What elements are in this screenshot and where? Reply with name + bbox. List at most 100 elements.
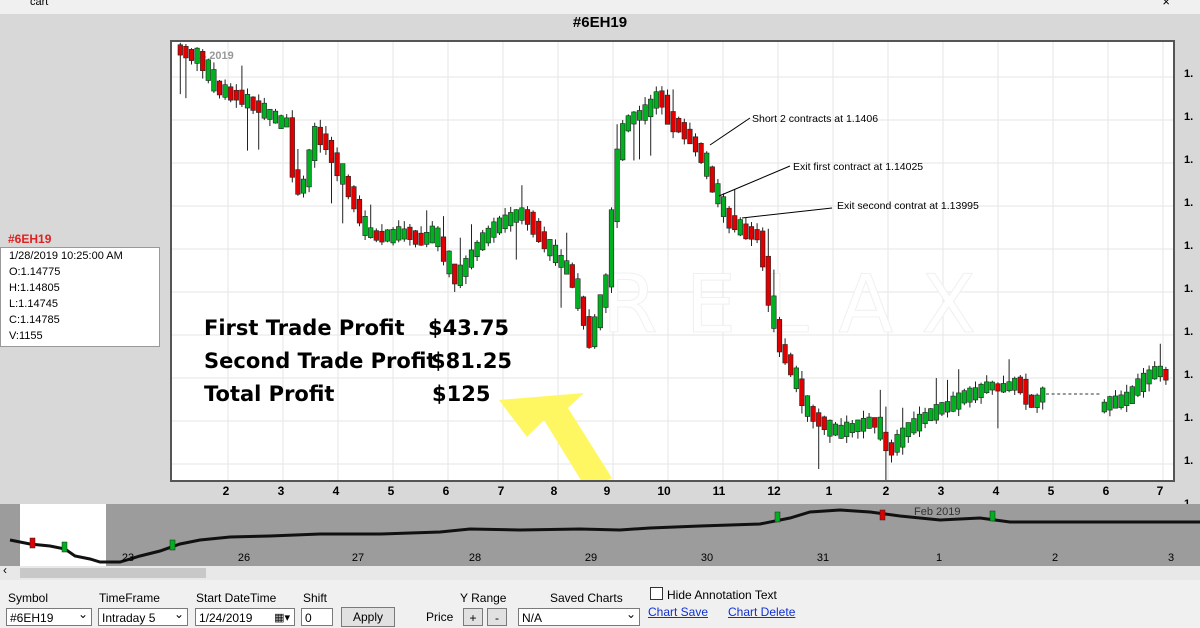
candle [1028, 394, 1035, 408]
candle [524, 209, 531, 225]
x-axis: 2 3 4 5 6 7 8 9 10 11 12 1 2 3 4 5 6 7 [170, 484, 1175, 504]
overview-date-label: 3 [1167, 552, 1175, 564]
total-profit-value: $125 [432, 382, 491, 406]
candle [967, 387, 973, 403]
candle [491, 221, 497, 238]
candle [1140, 372, 1147, 392]
annotation-leader-line [709, 117, 751, 146]
candle [1152, 366, 1158, 380]
candle [776, 319, 783, 353]
candle [424, 231, 430, 245]
y-range-plus-button[interactable]: + [463, 608, 483, 626]
overview-price-line [9, 508, 1200, 564]
candle [412, 230, 419, 245]
candle [267, 108, 273, 120]
price-chart-area[interactable]: RELAX 24 2019 [170, 40, 1175, 482]
timeframe-label: TimeFrame [99, 591, 160, 605]
candle [748, 226, 755, 240]
y-tick-label: 1. [1184, 326, 1194, 338]
close-icon[interactable]: × [1162, 0, 1170, 9]
x-tick-label: 6 [442, 484, 450, 498]
candle [457, 264, 463, 286]
candle [1129, 386, 1135, 404]
overview-navigator[interactable]: 23 26 27 28 29 30 31 1 2 3 Feb 2019 [0, 504, 1200, 566]
candle [244, 94, 251, 109]
candle [1012, 377, 1018, 391]
x-tick-label: 5 [1047, 484, 1055, 498]
x-tick-label: 6 [1102, 484, 1110, 498]
candle [1118, 394, 1124, 408]
candle [1146, 369, 1152, 385]
candle [194, 47, 200, 64]
candle [664, 94, 671, 125]
chart-delete-link[interactable]: Chart Delete [728, 605, 796, 619]
candle [295, 169, 301, 195]
candle [799, 378, 805, 406]
second-trade-profit-label: Second Trade Profit [204, 349, 437, 373]
chart-save-link[interactable]: Chart Save [648, 605, 709, 619]
candle [810, 406, 816, 422]
candle [1124, 391, 1130, 406]
candle [939, 402, 945, 415]
apply-button[interactable]: Apply [341, 607, 395, 627]
annotation-leader-line [718, 165, 791, 197]
scrollbar-thumb[interactable] [20, 568, 206, 578]
info-volume: V:1155 [9, 330, 43, 342]
overview-candle [989, 510, 996, 522]
shift-label: Shift [303, 591, 328, 605]
symbol-dropdown[interactable]: #6EH19 [6, 605, 92, 626]
horizontal-scrollbar[interactable]: ‹ [0, 563, 1200, 580]
candle [541, 231, 547, 250]
candle [222, 84, 228, 98]
chart-start-label: 24 2019 [194, 50, 234, 62]
candle [452, 263, 458, 285]
total-profit-label: Total Profit [204, 382, 335, 406]
overview-window[interactable] [20, 504, 106, 566]
first-trade-profit-label: First Trade Profit [204, 316, 405, 340]
candle [743, 223, 749, 240]
saved-charts-dropdown[interactable]: N/A [518, 605, 640, 626]
candle [418, 232, 424, 246]
candle [888, 442, 895, 456]
candle [519, 207, 525, 221]
candle [379, 230, 385, 243]
candle [872, 417, 878, 428]
y-tick-label: 1. [1184, 412, 1194, 424]
saved-charts-label: Saved Charts [550, 591, 623, 605]
calendar-icon[interactable]: ▦▾ [274, 612, 290, 624]
overview-date-label: 2 [1051, 552, 1059, 564]
start-datetime-picker[interactable]: 1/24/2019 ▦▾ [195, 608, 295, 626]
candle [340, 163, 346, 185]
timeframe-dropdown[interactable]: Intraday 5 [98, 605, 188, 626]
x-tick-label: 4 [332, 484, 340, 498]
scroll-left-icon[interactable]: ‹ [3, 563, 7, 577]
candle [496, 217, 503, 234]
candle [396, 226, 402, 241]
candle [754, 229, 760, 241]
candle [1101, 401, 1107, 413]
candle [536, 220, 542, 242]
candle [552, 244, 559, 264]
candle [883, 431, 889, 452]
candle [468, 249, 475, 268]
watermark-text: RELAX [602, 258, 1004, 351]
candle [1135, 378, 1141, 396]
overview-candle [879, 509, 886, 521]
shift-input[interactable]: 0 [301, 608, 333, 626]
candle [463, 258, 469, 277]
candle [183, 45, 189, 59]
candle [659, 90, 665, 108]
y-range-minus-button[interactable]: - [487, 608, 507, 626]
y-tick-label: 1. [1184, 154, 1194, 166]
candle [351, 186, 357, 210]
overview-month-label: Feb 2019 [914, 506, 961, 518]
candle [866, 416, 872, 429]
overview-line [9, 508, 1200, 564]
candle [860, 417, 867, 432]
overview-candle [61, 541, 68, 553]
x-tick-label: 4 [992, 484, 1000, 498]
hide-annotation-checkbox[interactable] [650, 587, 663, 600]
y-tick-label: 1. [1184, 68, 1194, 80]
first-trade-profit-value: $43.75 [428, 316, 510, 340]
x-tick-label: 12 [767, 484, 781, 498]
